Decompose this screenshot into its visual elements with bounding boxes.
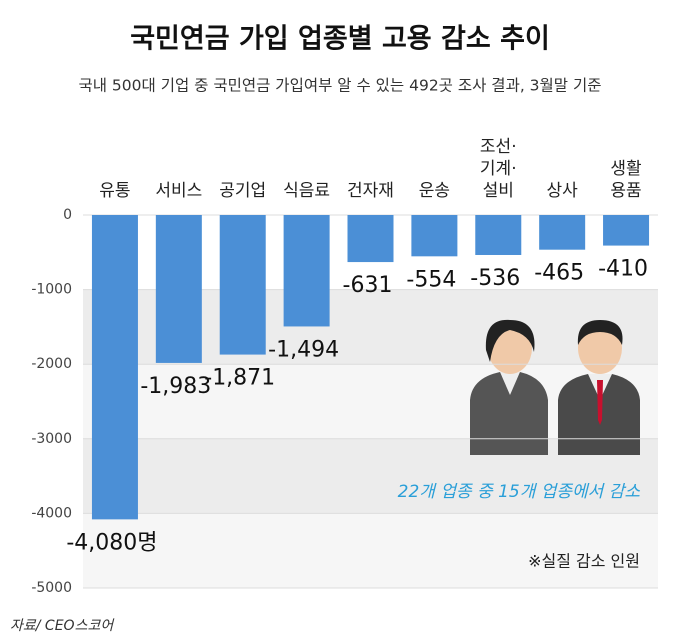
chart-subtitle: 국내 500대 기업 중 국민연금 가입여부 알 수 있는 492곳 조사 결과… (78, 77, 601, 95)
bar (539, 215, 586, 250)
chart-title: 국민연금 가입 업종별 고용 감소 추이 (130, 24, 550, 55)
x-tick-label: 서비스 (155, 181, 203, 201)
value-label: -1,494 (268, 337, 339, 362)
value-label: -465 (534, 261, 584, 286)
value-label: -4,080명 (66, 530, 157, 555)
bar (91, 215, 138, 520)
bar (475, 215, 522, 255)
x-tick-label: 조선· 기계· 설비 (479, 137, 517, 201)
y-tick-label: -5000 (31, 580, 72, 596)
y-tick-label: -4000 (31, 505, 72, 521)
bar (219, 215, 266, 355)
annotation: 22개 업종 중 15개 업종에서 감소 (398, 482, 641, 502)
band (83, 513, 658, 588)
x-tick-label: 식음료 (283, 181, 331, 201)
value-label: -1,983 (140, 374, 211, 399)
x-tick-label: 건자재 (347, 181, 394, 201)
bar (283, 215, 330, 327)
value-label: -536 (470, 266, 520, 291)
value-label: -410 (598, 257, 648, 282)
x-tick-label: 생활 용품 (610, 159, 642, 201)
y-tick-label: 0 (63, 207, 72, 223)
source: 자료/ CEO스코어 (10, 618, 115, 634)
annotation: ※실질 감소 인원 (528, 552, 640, 571)
bar (411, 215, 458, 257)
bar (603, 215, 650, 246)
y-tick-label: -1000 (31, 282, 72, 298)
x-tick-label: 유통 (99, 181, 131, 201)
y-tick-label: -2000 (31, 356, 72, 372)
y-tick-label: -3000 (31, 431, 72, 447)
x-tick-label: 운송 (418, 181, 451, 201)
x-tick-label: 상사 (546, 181, 578, 201)
people-icon (470, 319, 640, 455)
bar (155, 215, 202, 363)
bar (347, 215, 394, 263)
value-label: -631 (343, 273, 393, 298)
value-label: -554 (406, 267, 456, 292)
x-tick-label: 공기업 (219, 181, 267, 201)
value-label: -1,871 (204, 366, 275, 391)
